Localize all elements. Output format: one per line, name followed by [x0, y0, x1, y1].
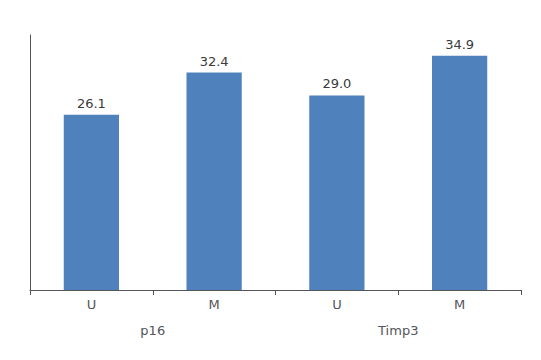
svg-text:U: U: [332, 297, 342, 312]
svg-text:Timp3: Timp3: [377, 323, 418, 338]
svg-text:29.0: 29.0: [322, 76, 351, 91]
svg-text:U: U: [87, 297, 97, 312]
svg-text:26.1: 26.1: [77, 96, 106, 111]
svg-text:p16: p16: [140, 323, 165, 338]
svg-text:32.4: 32.4: [200, 54, 229, 69]
svg-text:34.9: 34.9: [445, 37, 474, 52]
svg-text:M: M: [454, 297, 465, 312]
svg-text:M: M: [209, 297, 220, 312]
